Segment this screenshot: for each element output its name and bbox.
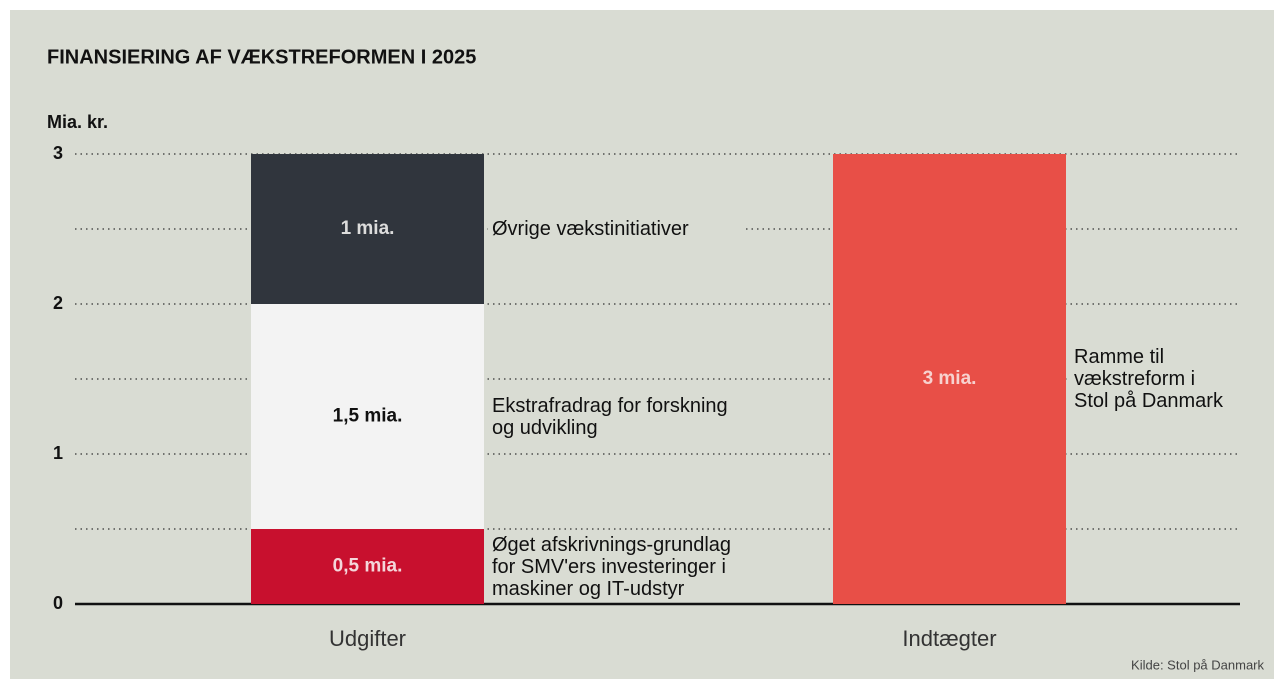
value-label: 3 mia. xyxy=(923,368,977,389)
segment-label: Ekstrafradrag for forskning og udvikling xyxy=(488,394,746,439)
y-tick-label: 3 xyxy=(53,143,63,163)
segment-label: Øget afskrivnings-grundlag for SMV'ers i… xyxy=(488,533,746,600)
y-tick-label: 0 xyxy=(53,593,63,613)
segment-label: Ramme til vækstreform i Stol på Danmark xyxy=(1070,346,1238,412)
y-tick-label: 2 xyxy=(53,293,63,313)
bar-segment xyxy=(251,154,484,304)
value-label: 0,5 mia. xyxy=(333,556,403,577)
source: Kilde: Stol på Danmark xyxy=(1131,657,1264,672)
segment-label: Øvrige vækstinitiativer xyxy=(488,218,746,240)
y-axis-label: Mia. kr. xyxy=(47,112,108,132)
y-tick-label: 1 xyxy=(53,443,63,463)
value-label: 1 mia. xyxy=(341,218,395,239)
chart-title: FINANSIERING AF VÆKSTREFORMEN I 2025 xyxy=(47,46,476,68)
x-tick-label: Indtægter xyxy=(902,626,996,651)
value-label: 1,5 mia. xyxy=(333,406,403,427)
bar-segment xyxy=(833,154,1066,604)
x-tick-label: Udgifter xyxy=(329,626,406,651)
bar-segment xyxy=(251,304,484,529)
bar-segment xyxy=(251,529,484,604)
